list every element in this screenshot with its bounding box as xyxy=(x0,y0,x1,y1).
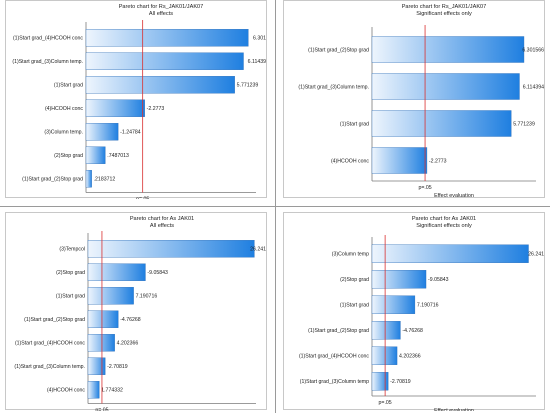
chart-title: Pareto chart for As JAK01 xyxy=(130,216,194,222)
chart-svg: Pareto chart for Rs_JAK01/JAK07Significa… xyxy=(298,4,544,199)
effect-bar xyxy=(85,29,249,47)
category-label: (1)Start grad xyxy=(56,294,85,300)
effect-bar xyxy=(87,287,134,305)
value-label: .7487013 xyxy=(107,153,129,159)
category-label: (1)Start grad_(4)HCOOH conc xyxy=(15,341,85,347)
category-label: (1)Start grad_(4)HCOOH conc xyxy=(13,36,83,42)
effect-bar xyxy=(87,263,146,281)
category-label: (4)HCOOH conc xyxy=(47,388,85,394)
effect-bar xyxy=(85,99,145,117)
category-label: (1)Start grad_(3)Column temp. xyxy=(298,84,369,90)
threshold-label: p=.05 xyxy=(418,185,431,191)
effect-bar xyxy=(371,270,427,289)
pareto-chart-panel-1: Pareto chart for Rs_JAK01/JAK07 All effec… xyxy=(5,0,267,200)
value-label: .2183712 xyxy=(94,177,116,183)
category-label: (1)Start grad_(3)Column temp. xyxy=(12,59,83,65)
value-label: 5.771239 xyxy=(513,121,535,127)
effect-bar xyxy=(371,147,428,174)
value-label: 4.202366 xyxy=(399,354,421,360)
effect-bar xyxy=(85,146,106,164)
category-label: (1)Start grad_(2)Stop grad xyxy=(308,47,369,53)
value-label: -4.76268 xyxy=(402,328,423,334)
pareto-chart-panel-3: Pareto chart for As JAK01 All effects (3)T… xyxy=(5,212,267,412)
value-label: -2.2773 xyxy=(429,158,447,164)
category-label: (2)Stop grad xyxy=(54,153,83,159)
effect-bar xyxy=(87,381,100,399)
value-label: 6.301566 xyxy=(522,47,544,53)
effect-bar xyxy=(87,334,115,352)
threshold-label: p=.05 xyxy=(95,408,108,412)
effect-bar xyxy=(371,36,525,63)
value-label: -9.05843 xyxy=(428,277,449,283)
category-label: (2)Stop grad xyxy=(56,270,85,276)
category-label: (1)Start grad_(3)Column temp xyxy=(300,379,369,385)
effect-bar xyxy=(371,321,401,340)
category-label: (1)Start grad_(2)Stop grad xyxy=(24,317,85,323)
value-label: 7.190716 xyxy=(136,294,158,300)
pareto-chart-panel-4: Pareto chart for As JAK01 Significant eff… xyxy=(283,212,545,411)
x-axis-label: Effect evaluation xyxy=(434,408,474,411)
category-label: (1)Start grad_(2)Stop grad xyxy=(22,177,83,183)
value-label: 7.190716 xyxy=(417,303,439,309)
category-label: (1)Start grad xyxy=(54,83,83,89)
category-label: (1)Start grad_(2)Stop grad xyxy=(308,328,369,334)
value-label: -1.24784 xyxy=(120,130,141,136)
category-label: (4)HCOOH conc xyxy=(331,158,369,164)
category-label: (1)Start grad xyxy=(340,303,369,309)
chart-subtitle: Significant effects only xyxy=(416,11,472,17)
effect-bar xyxy=(87,240,255,258)
value-label: 26.241 xyxy=(250,247,266,253)
effect-bar xyxy=(371,244,529,263)
value-label: 26.241 xyxy=(528,252,544,258)
value-label: 5.771239 xyxy=(237,83,259,89)
value-label: 1.774332 xyxy=(101,388,123,394)
chart-subtitle: All effects xyxy=(150,223,174,229)
effect-bar xyxy=(85,170,92,188)
value-label: 4.202366 xyxy=(117,341,139,347)
effect-bar xyxy=(371,73,520,100)
value-label: -4.76268 xyxy=(120,317,141,323)
value-label: 6.114394 xyxy=(523,84,544,90)
chart-subtitle: All effects xyxy=(149,11,173,17)
effect-bar xyxy=(371,295,416,314)
value-label: -2.70819 xyxy=(107,364,128,370)
x-axis-label: Effect evaluation xyxy=(434,193,474,199)
category-label: (1)Start grad_(3)Column temp. xyxy=(14,364,85,370)
category-label: (1)Start grad_(4)HCOOH conc xyxy=(299,354,369,360)
effect-bar xyxy=(87,310,119,328)
effect-bar xyxy=(371,110,512,137)
value-label: -9.05843 xyxy=(147,270,168,276)
value-label: -2.2773 xyxy=(147,106,165,112)
value-label: -2.70819 xyxy=(390,379,411,385)
chart-subtitle: Significant effects only xyxy=(416,223,472,229)
category-label: (4)HCOOH conc xyxy=(45,106,83,112)
value-label: 6.301 xyxy=(253,36,266,42)
effect-bar xyxy=(371,346,398,365)
category-label: (3)Column temp. xyxy=(44,130,83,136)
category-label: (1)Start grad xyxy=(340,121,369,127)
effect-bar xyxy=(371,372,389,391)
category-label: (3)Tempcol xyxy=(59,247,85,253)
effect-bar xyxy=(85,76,235,94)
vertical-divider xyxy=(275,0,276,413)
pareto-chart-panel-2: Pareto chart for Rs_JAK01/JAK07 Significa… xyxy=(283,0,545,199)
effect-bar xyxy=(87,357,106,375)
effect-bar xyxy=(85,52,244,70)
category-label: (3)Column temp xyxy=(332,252,369,258)
threshold-label: p=.05 xyxy=(379,400,392,406)
value-label: 6.11439 xyxy=(248,59,266,65)
chart-title: Pareto chart for Rs_JAK01/JAK07 xyxy=(402,4,487,10)
effect-bar xyxy=(85,123,119,141)
chart-title: Pareto chart for As JAK01 xyxy=(412,216,476,222)
threshold-label: p=.05 xyxy=(136,197,149,200)
chart-title: Pareto chart for Rs_JAK01/JAK07 xyxy=(119,4,204,10)
category-label: (2)Stop grad xyxy=(340,277,369,283)
